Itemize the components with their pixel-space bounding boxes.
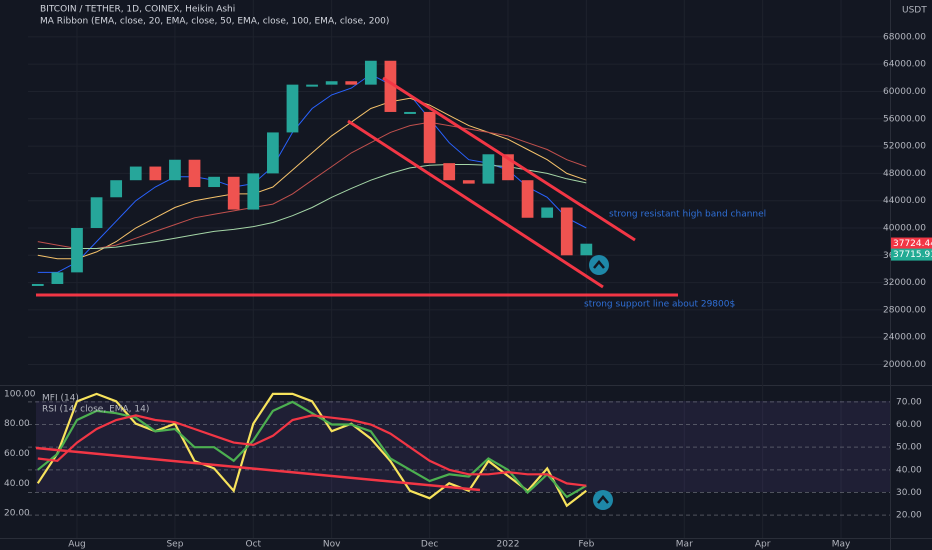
candle — [149, 166, 162, 181]
candle — [325, 81, 338, 85]
channel-line — [347, 119, 604, 289]
price-pane — [31, 60, 593, 286]
signal-arrow — [593, 260, 605, 269]
price-label: 37724.44 — [893, 239, 932, 249]
price-label-box — [891, 237, 932, 250]
candle — [208, 176, 220, 188]
x-tick-label: Nov — [323, 540, 341, 550]
candle — [541, 207, 554, 218]
rsi-line — [35, 446, 481, 492]
y-tick-label: 32000.00 — [883, 278, 926, 288]
signal-arrow — [597, 495, 609, 504]
y2-tick-label: 50.00 — [896, 443, 922, 453]
currency[interactable]: USDT — [902, 6, 927, 16]
candle — [51, 272, 64, 284]
legend-entry: RSI (14, close, EMA, 14) — [42, 405, 149, 415]
candle — [169, 159, 181, 181]
candle — [404, 111, 416, 114]
y-tick-label: 48000.00 — [883, 169, 926, 179]
rsi-band — [36, 401, 890, 492]
candle — [443, 163, 456, 181]
y-tick-label: 68000.00 — [883, 32, 926, 42]
y-tick-label: 52000.00 — [883, 142, 926, 152]
candle — [247, 173, 260, 210]
candle — [71, 227, 83, 273]
y-tick-label: 20.00 — [4, 509, 30, 519]
candle — [482, 154, 495, 184]
x-tick-label: Oct — [246, 540, 262, 550]
candle — [90, 197, 103, 228]
y-tick-label: 100.00 — [4, 389, 36, 399]
x-tick-label: Sep — [166, 540, 183, 550]
ema-line — [37, 97, 587, 260]
y2-tick-label: 20.00 — [896, 511, 922, 521]
signal-icon — [589, 255, 609, 275]
candle — [188, 159, 201, 188]
x-tick-label: Apr — [755, 540, 771, 550]
indicator-line — [37, 414, 587, 487]
chart-title: BITCOIN / TETHER, 1D, COINEX, Heikin Ash… — [40, 5, 235, 15]
candle — [227, 176, 240, 210]
x-tick-label: May — [832, 540, 851, 550]
candle — [267, 132, 279, 174]
y-tick-label: 20000.00 — [883, 360, 926, 370]
candle — [384, 60, 397, 112]
legend-entry: MFI (14) — [42, 394, 79, 404]
indicator-pane — [28, 392, 890, 516]
annotation: strong support line about 29800$ — [584, 300, 735, 310]
candle — [423, 111, 436, 164]
y-tick-label: 24000.00 — [883, 333, 926, 343]
y-tick-label: 40000.00 — [883, 223, 926, 233]
y-tick-label: 60000.00 — [883, 87, 926, 97]
signal-icon — [593, 490, 613, 510]
annotation: strong resistant high band channel — [609, 210, 766, 220]
y2-tick-label: 60.00 — [896, 420, 922, 430]
y-tick-label: 80.00 — [4, 419, 30, 429]
candle — [129, 166, 142, 181]
y-tick-label: 60.00 — [4, 449, 30, 459]
candle — [110, 180, 123, 198]
candle — [364, 60, 377, 85]
candle — [580, 243, 593, 256]
candle — [286, 84, 299, 133]
candle — [31, 283, 44, 286]
y-tick-label: 40.00 — [4, 479, 30, 489]
x-tick-label: Feb — [578, 540, 594, 550]
candle — [306, 84, 318, 87]
candle — [502, 154, 514, 181]
y-tick-label: 44000.00 — [883, 196, 926, 206]
candle — [462, 180, 475, 184]
x-tick-label: Dec — [421, 540, 438, 550]
x-tick-label: Mar — [676, 540, 693, 550]
y2-tick-label: 40.00 — [896, 465, 922, 475]
resistance-line — [382, 76, 636, 242]
y-tick-label: 56000.00 — [883, 114, 926, 124]
y-tick-label: 28000.00 — [883, 305, 926, 315]
x-tick-label: 2022 — [497, 540, 520, 550]
y2-tick-label: 30.00 — [896, 488, 922, 498]
candle — [560, 207, 573, 256]
price-label-box — [891, 248, 932, 261]
y2-tick-label: 70.00 — [896, 397, 922, 407]
ema-line — [37, 164, 587, 249]
indicator-title: MA Ribbon (EMA, close, 20, EMA, close, 5… — [40, 17, 389, 27]
x-tick-label: Aug — [68, 540, 86, 550]
ema-line — [37, 121, 587, 249]
price-label: 37715.91 — [893, 250, 932, 260]
y-tick-label: 64000.00 — [883, 60, 926, 70]
drawings — [35, 76, 678, 492]
candle — [521, 180, 534, 218]
candle — [345, 81, 358, 85]
